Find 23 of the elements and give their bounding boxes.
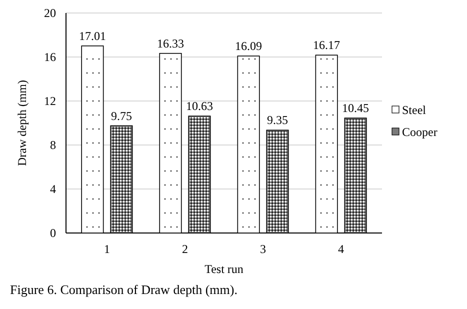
data-label: 16.33 xyxy=(156,36,184,50)
data-label: 9.75 xyxy=(110,108,132,123)
y-tick-label: 12 xyxy=(44,94,56,108)
x-axis-title: Test run xyxy=(204,262,244,276)
data-label: 9.35 xyxy=(267,113,288,128)
x-tick-label: 1 xyxy=(104,242,110,256)
data-label: 16.17 xyxy=(313,38,340,52)
x-tick-label: 2 xyxy=(182,242,188,256)
x-tick-label: 4 xyxy=(338,242,344,256)
caption: Figure 6. Comparison of Draw depth (mm). xyxy=(10,282,238,297)
y-axis-title: Draw depth (mm) xyxy=(15,80,29,166)
y-tick-label: 0 xyxy=(50,226,56,240)
y-tick-label: 8 xyxy=(50,138,56,152)
legend-label: Cooper xyxy=(402,125,438,139)
data-label: 16.09 xyxy=(235,39,262,54)
data-label: 17.01 xyxy=(78,28,106,43)
data-label: 10.63 xyxy=(186,99,213,114)
legend-label: Steel xyxy=(402,103,427,117)
y-tick-label: 16 xyxy=(44,50,56,64)
x-tick-label: 3 xyxy=(260,242,266,256)
data-label: 10.45 xyxy=(342,101,370,116)
y-tick-label: 20 xyxy=(44,6,56,20)
y-tick-label: 4 xyxy=(50,182,56,196)
